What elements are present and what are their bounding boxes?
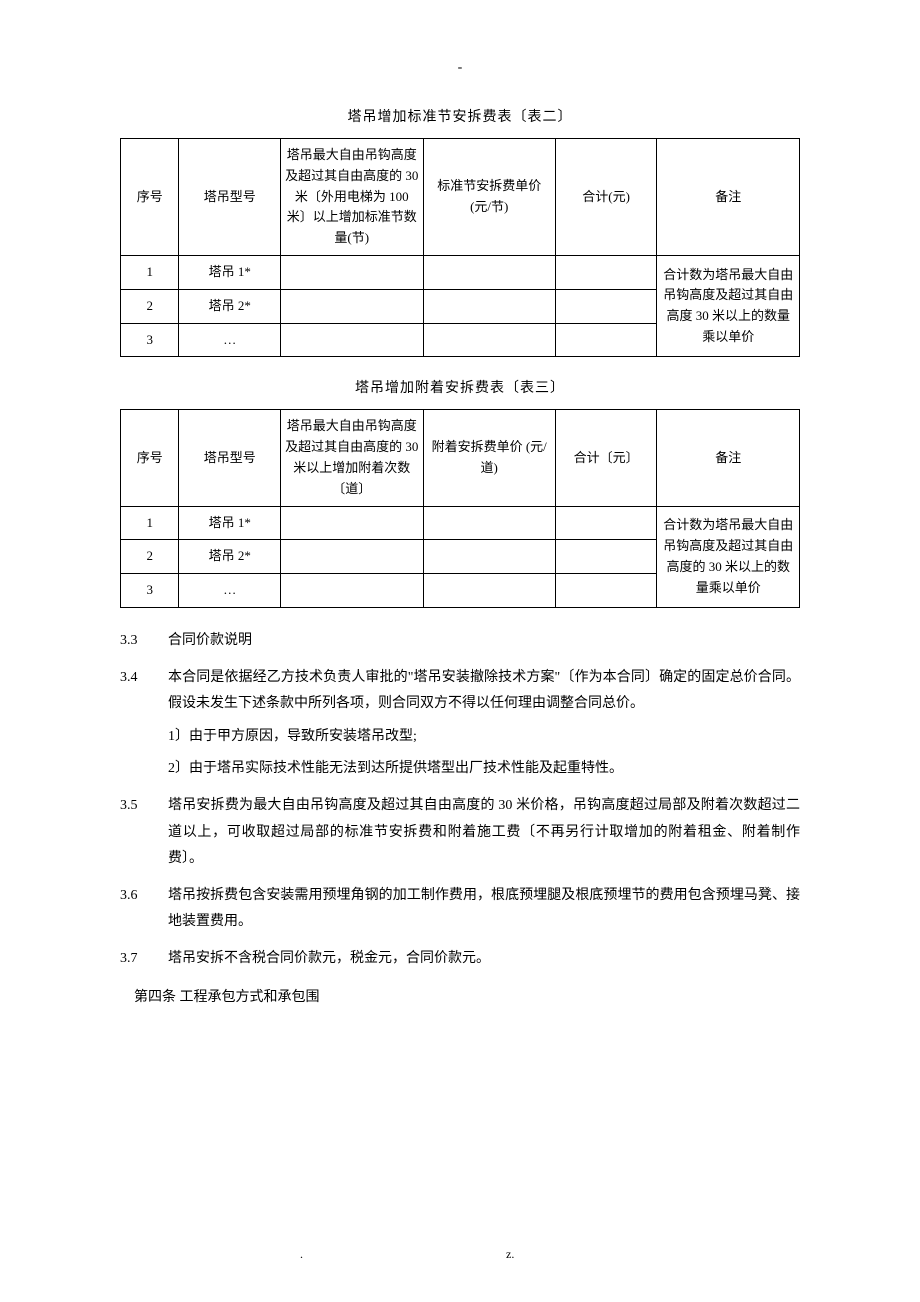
cell-remark: 合计数为塔吊最大自由吊钩高度及超过其自由高度的 30 米以上的数量乘以单价 xyxy=(657,506,800,607)
section-3-5: 3.5 塔吊安拆费为最大自由吊钩高度及超过其自由高度的 30 米价格，吊钩高度超… xyxy=(120,793,800,873)
cell-seq: 1 xyxy=(121,506,179,540)
cell xyxy=(280,540,423,574)
th-model: 塔吊型号 xyxy=(179,139,281,256)
cell xyxy=(555,574,657,608)
cell xyxy=(555,323,657,357)
table3: 序号 塔吊型号 塔吊最大自由吊钩高度及超过其自由高度的 30 米以上增加附着次数… xyxy=(120,409,800,608)
cell xyxy=(423,289,555,323)
cell xyxy=(555,289,657,323)
section-3-4-sub1: 1〕由于甲方原因，导致所安装塔吊改型; xyxy=(168,724,800,751)
th-total: 合计〔元〕 xyxy=(555,410,657,506)
table-row: 1 塔吊 1* 合计数为塔吊最大自由吊钩高度及超过其自由高度 30 米以上的数量… xyxy=(121,255,800,289)
section-3-4-sub2: 2〕由于塔吊实际技术性能无法到达所提供塔型出厂技术性能及起重特性。 xyxy=(168,756,800,783)
section-text: 塔吊按拆费包含安装需用预埋角钢的加工制作费用，根底预埋腿及根底预埋节的费用包含预… xyxy=(168,883,800,936)
cell xyxy=(423,506,555,540)
table3-title: 塔吊增加附着安拆费表〔表三〕 xyxy=(120,377,800,397)
top-marker: - xyxy=(120,60,800,76)
section-num: 3.5 xyxy=(120,793,168,873)
th-desc: 塔吊最大自由吊钩高度及超过其自由高度的 30 米以上增加附着次数〔道〕 xyxy=(280,410,423,506)
table-header-row: 序号 塔吊型号 塔吊最大自由吊钩高度及超过其自由高度的 30 米以上增加附着次数… xyxy=(121,410,800,506)
footer-dot: . xyxy=(300,1247,303,1262)
th-total: 合计(元) xyxy=(555,139,657,256)
th-price: 标准节安拆费单价 (元/节) xyxy=(423,139,555,256)
th-seq: 序号 xyxy=(121,139,179,256)
page-footer: . z. xyxy=(0,1247,920,1262)
cell xyxy=(555,255,657,289)
cell xyxy=(423,540,555,574)
cell-seq: 2 xyxy=(121,540,179,574)
section-text: 塔吊安拆不含税合同价款元，税金元，合同价款元。 xyxy=(168,946,800,973)
th-seq: 序号 xyxy=(121,410,179,506)
cell-seq: 1 xyxy=(121,255,179,289)
cell-seq: 2 xyxy=(121,289,179,323)
footer-z: z. xyxy=(506,1247,514,1262)
cell-model: 塔吊 1* xyxy=(179,506,281,540)
cell xyxy=(423,255,555,289)
section-3-6: 3.6 塔吊按拆费包含安装需用预埋角钢的加工制作费用，根底预埋腿及根底预埋节的费… xyxy=(120,883,800,936)
th-remark: 备注 xyxy=(657,410,800,506)
table-row: 1 塔吊 1* 合计数为塔吊最大自由吊钩高度及超过其自由高度的 30 米以上的数… xyxy=(121,506,800,540)
section-3-7: 3.7 塔吊安拆不含税合同价款元，税金元，合同价款元。 xyxy=(120,946,800,973)
cell-seq: 3 xyxy=(121,323,179,357)
cell-model: 塔吊 2* xyxy=(179,540,281,574)
section-num: 3.3 xyxy=(120,628,168,655)
cell-model: 塔吊 1* xyxy=(179,255,281,289)
cell xyxy=(280,289,423,323)
article-4-title: 第四条 工程承包方式和承包围 xyxy=(134,986,800,1006)
section-text: 本合同是依据经乙方技术负责人审批的"塔吊安装撤除技术方案"〔作为本合同〕确定的固… xyxy=(168,665,800,718)
table2: 序号 塔吊型号 塔吊最大自由吊钩高度及超过其自由高度的 30 米〔外用电梯为 1… xyxy=(120,138,800,357)
section-text: 塔吊安拆费为最大自由吊钩高度及超过其自由高度的 30 米价格，吊钩高度超过局部及… xyxy=(168,793,800,873)
th-remark: 备注 xyxy=(657,139,800,256)
cell xyxy=(423,323,555,357)
cell-remark: 合计数为塔吊最大自由吊钩高度及超过其自由高度 30 米以上的数量乘以单价 xyxy=(657,255,800,356)
section-num: 3.7 xyxy=(120,946,168,973)
section-text: 合同价款说明 xyxy=(168,628,800,655)
cell xyxy=(423,574,555,608)
document-page: - 塔吊增加标准节安拆费表〔表二〕 序号 塔吊型号 塔吊最大自由吊钩高度及超过其… xyxy=(0,0,920,1302)
cell xyxy=(280,255,423,289)
cell-seq: 3 xyxy=(121,574,179,608)
section-3-3: 3.3 合同价款说明 xyxy=(120,628,800,655)
cell xyxy=(280,574,423,608)
cell xyxy=(280,323,423,357)
table-header-row: 序号 塔吊型号 塔吊最大自由吊钩高度及超过其自由高度的 30 米〔外用电梯为 1… xyxy=(121,139,800,256)
th-model: 塔吊型号 xyxy=(179,410,281,506)
cell xyxy=(555,540,657,574)
th-price: 附着安拆费单价 (元/道) xyxy=(423,410,555,506)
cell xyxy=(555,506,657,540)
th-desc: 塔吊最大自由吊钩高度及超过其自由高度的 30 米〔外用电梯为 100 米〕以上增… xyxy=(280,139,423,256)
section-num: 3.4 xyxy=(120,665,168,718)
cell-model: 塔吊 2* xyxy=(179,289,281,323)
section-num: 3.6 xyxy=(120,883,168,936)
cell-model: … xyxy=(179,574,281,608)
cell-model: … xyxy=(179,323,281,357)
section-3-4: 3.4 本合同是依据经乙方技术负责人审批的"塔吊安装撤除技术方案"〔作为本合同〕… xyxy=(120,665,800,718)
table2-title: 塔吊增加标准节安拆费表〔表二〕 xyxy=(120,106,800,126)
cell xyxy=(280,506,423,540)
